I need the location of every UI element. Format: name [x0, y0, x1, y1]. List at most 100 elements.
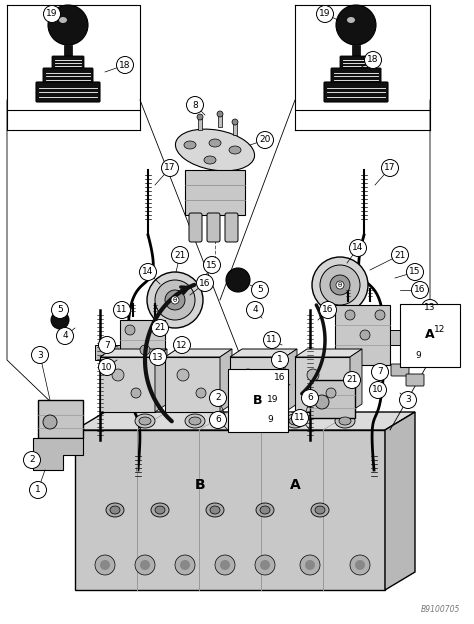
- Circle shape: [125, 325, 135, 335]
- Ellipse shape: [209, 139, 221, 147]
- Circle shape: [336, 281, 344, 289]
- Circle shape: [152, 319, 168, 336]
- Text: 16: 16: [199, 278, 211, 288]
- Ellipse shape: [189, 417, 201, 425]
- Text: 11: 11: [294, 414, 306, 422]
- Text: 12: 12: [434, 326, 446, 334]
- Text: B: B: [253, 394, 263, 406]
- Text: 19: 19: [267, 396, 279, 404]
- Circle shape: [117, 57, 134, 74]
- Polygon shape: [120, 320, 165, 380]
- Text: 19: 19: [46, 9, 58, 19]
- Circle shape: [52, 301, 69, 318]
- Polygon shape: [350, 349, 362, 412]
- Text: 18: 18: [119, 61, 131, 69]
- Text: θ: θ: [173, 297, 177, 303]
- Circle shape: [330, 275, 350, 295]
- Circle shape: [29, 482, 46, 499]
- Circle shape: [411, 281, 428, 298]
- Circle shape: [173, 336, 191, 354]
- Ellipse shape: [335, 414, 355, 428]
- FancyBboxPatch shape: [310, 380, 355, 418]
- FancyBboxPatch shape: [218, 115, 222, 127]
- Text: B9100705: B9100705: [420, 605, 460, 614]
- Circle shape: [264, 391, 282, 409]
- Circle shape: [197, 275, 213, 291]
- Ellipse shape: [285, 414, 305, 428]
- Circle shape: [56, 328, 73, 344]
- Circle shape: [165, 290, 185, 310]
- Circle shape: [215, 555, 235, 575]
- Circle shape: [344, 371, 361, 389]
- Ellipse shape: [229, 146, 241, 154]
- Text: 14: 14: [142, 268, 154, 276]
- Circle shape: [172, 246, 189, 263]
- Text: A: A: [290, 478, 301, 492]
- Circle shape: [252, 281, 268, 298]
- Circle shape: [300, 555, 320, 575]
- FancyBboxPatch shape: [340, 56, 372, 70]
- FancyBboxPatch shape: [207, 213, 220, 242]
- Text: 3: 3: [37, 351, 43, 359]
- Circle shape: [431, 321, 448, 338]
- Ellipse shape: [315, 506, 325, 514]
- Circle shape: [51, 311, 69, 329]
- Circle shape: [407, 263, 423, 281]
- Circle shape: [421, 300, 438, 316]
- Circle shape: [31, 346, 48, 364]
- Text: 21: 21: [155, 323, 166, 333]
- Circle shape: [131, 388, 141, 398]
- Polygon shape: [95, 345, 120, 360]
- Text: 21: 21: [174, 250, 186, 260]
- Ellipse shape: [175, 129, 255, 171]
- Text: 7: 7: [104, 341, 110, 349]
- Circle shape: [307, 369, 319, 381]
- Text: 1: 1: [277, 356, 283, 364]
- Text: B: B: [195, 478, 205, 492]
- Ellipse shape: [151, 503, 169, 517]
- Circle shape: [197, 114, 203, 120]
- Circle shape: [24, 452, 40, 469]
- Circle shape: [317, 6, 334, 22]
- Circle shape: [350, 555, 370, 575]
- Text: 9: 9: [415, 351, 421, 359]
- Ellipse shape: [139, 417, 151, 425]
- Text: 19: 19: [319, 9, 331, 19]
- Text: 3: 3: [405, 396, 411, 404]
- FancyBboxPatch shape: [36, 82, 100, 102]
- Circle shape: [180, 560, 190, 570]
- Circle shape: [175, 555, 195, 575]
- Circle shape: [226, 268, 250, 292]
- Circle shape: [292, 409, 309, 426]
- Polygon shape: [295, 349, 362, 357]
- Circle shape: [135, 555, 155, 575]
- Ellipse shape: [347, 17, 355, 23]
- Text: 4: 4: [252, 306, 258, 314]
- FancyBboxPatch shape: [52, 56, 84, 70]
- Circle shape: [44, 6, 61, 22]
- Text: 7: 7: [377, 368, 383, 376]
- Circle shape: [155, 325, 165, 335]
- Text: 17: 17: [164, 163, 176, 172]
- Text: 5: 5: [57, 306, 63, 314]
- Ellipse shape: [110, 506, 120, 514]
- FancyBboxPatch shape: [233, 123, 237, 135]
- Text: 2: 2: [215, 394, 221, 402]
- Circle shape: [305, 560, 315, 570]
- FancyBboxPatch shape: [295, 357, 350, 412]
- Text: 13: 13: [152, 353, 164, 361]
- Circle shape: [256, 132, 273, 149]
- Text: 20: 20: [259, 135, 271, 145]
- FancyBboxPatch shape: [324, 82, 388, 102]
- Circle shape: [349, 240, 366, 256]
- Circle shape: [262, 411, 279, 429]
- Circle shape: [372, 364, 389, 381]
- Polygon shape: [390, 330, 415, 345]
- Text: 13: 13: [424, 303, 436, 313]
- Text: 16: 16: [414, 286, 426, 295]
- Ellipse shape: [256, 503, 274, 517]
- Circle shape: [312, 257, 368, 313]
- Text: 12: 12: [176, 341, 188, 349]
- Circle shape: [48, 5, 88, 45]
- Circle shape: [210, 411, 227, 429]
